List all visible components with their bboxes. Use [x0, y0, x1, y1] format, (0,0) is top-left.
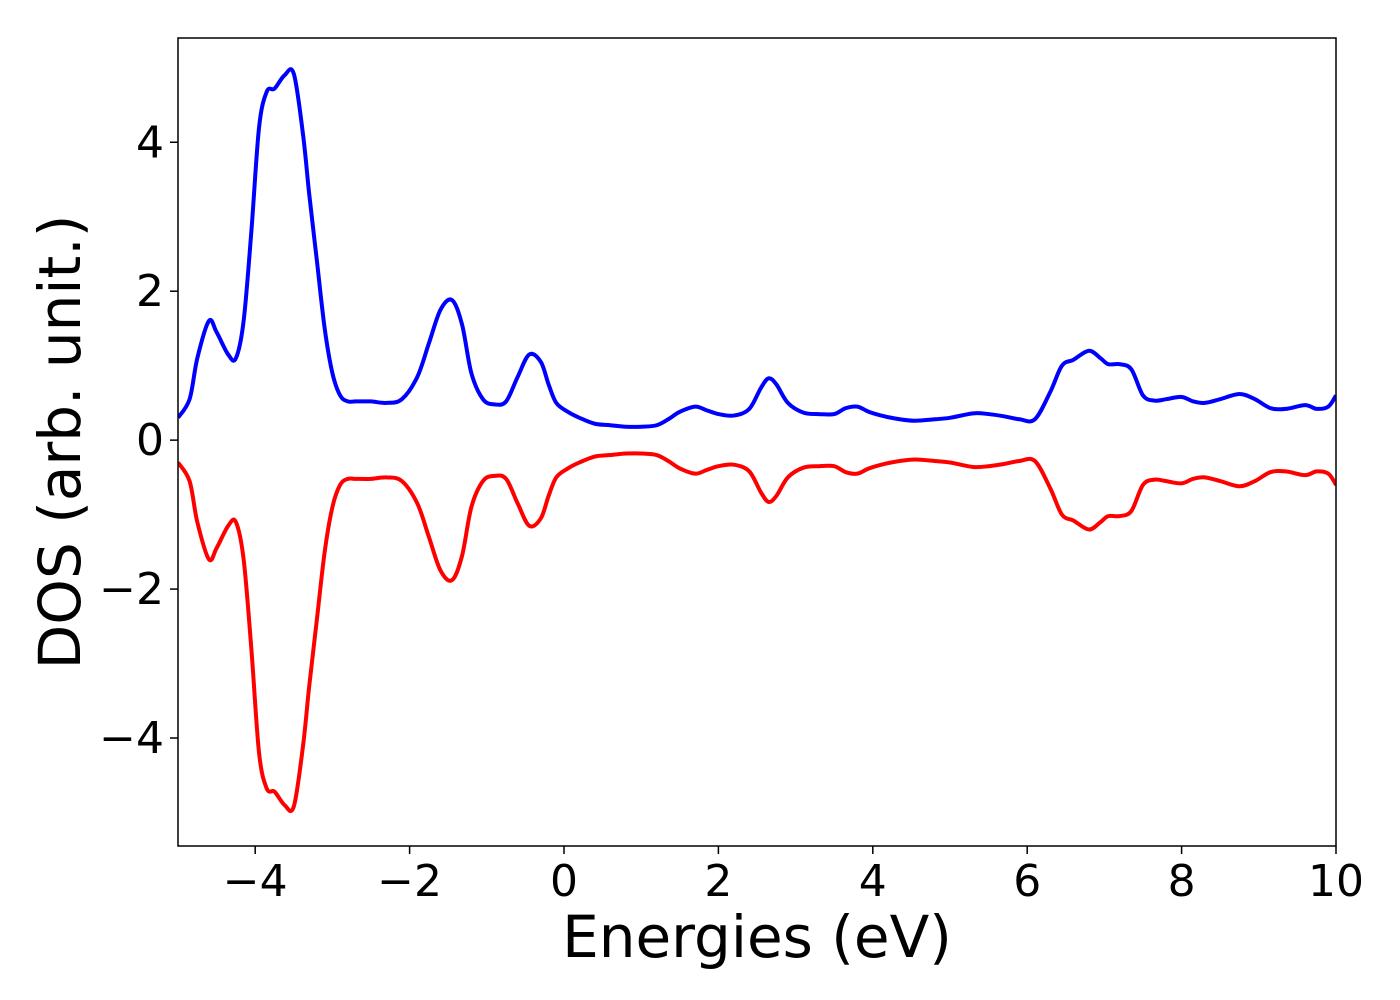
x-tick-label: 0: [550, 856, 578, 907]
y-axis-ticks: −4 −2 0 2 4: [99, 117, 178, 764]
x-axis-label: Energies (eV): [562, 903, 952, 971]
x-tick-label: 10: [1308, 856, 1364, 907]
y-tick-label: 0: [136, 415, 164, 466]
y-tick-label: −2: [99, 564, 164, 615]
x-tick-label: 6: [1013, 856, 1041, 907]
series-line-spin-down: [178, 451, 1336, 814]
plot-frame: [177, 37, 1337, 847]
x-tick-label: 2: [704, 856, 732, 907]
y-tick-label: 4: [136, 117, 164, 168]
x-tick-label: −4: [223, 856, 288, 907]
x-axis-ticks: −4 −2 0 2 4 6 8 10: [223, 846, 1364, 907]
x-tick-label: −2: [377, 856, 442, 907]
x-tick-label: 8: [1168, 856, 1196, 907]
y-tick-label: −4: [99, 713, 164, 764]
series-layer: [178, 67, 1336, 814]
y-axis-label: DOS (arb. unit.): [26, 215, 94, 670]
x-tick-label: 4: [859, 856, 887, 907]
series-line-spin-up: [178, 67, 1336, 429]
y-tick-label: 2: [136, 266, 164, 317]
